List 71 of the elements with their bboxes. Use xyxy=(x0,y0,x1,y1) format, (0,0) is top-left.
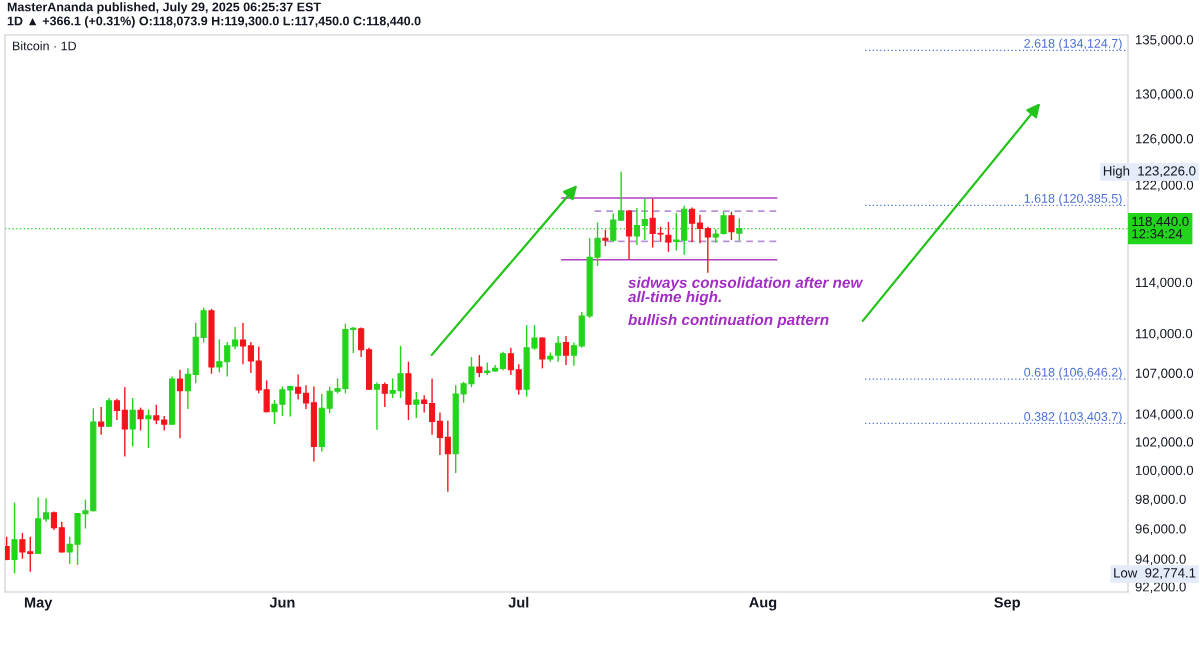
candlestick xyxy=(570,341,577,367)
candlestick xyxy=(11,501,18,574)
candlestick xyxy=(688,206,696,243)
candlestick xyxy=(610,212,617,243)
ref-line-label: 0.382 (103,403.7) xyxy=(1024,411,1122,424)
y-tick-label: 98,000.0 xyxy=(1135,494,1186,506)
candlestick xyxy=(98,406,105,436)
candlestick xyxy=(137,406,144,432)
candlestick xyxy=(436,411,444,456)
candlestick xyxy=(539,336,546,370)
y-tick-label: 92,200.0 xyxy=(1135,582,1186,594)
y-tick-label: 107,000.0 xyxy=(1135,368,1194,380)
candlestick xyxy=(358,326,365,358)
candlestick xyxy=(728,211,735,241)
annotation: sidways consolidation after new all-time high. xyxy=(628,276,864,306)
ref-line-label: 2.618 (134,124.7) xyxy=(1024,38,1122,51)
candlestick xyxy=(444,420,451,493)
candlestick xyxy=(736,217,743,242)
y-tick-label: 135,000.0 xyxy=(1135,35,1194,47)
x-tick-label: Sep xyxy=(994,597,1020,611)
x-tick-label: Jul xyxy=(508,596,529,608)
candlestick xyxy=(295,373,302,401)
candlestick xyxy=(507,347,514,376)
x-tick-label: May xyxy=(24,597,53,611)
candlestick xyxy=(184,367,191,410)
candlestick xyxy=(428,377,436,436)
candlestick xyxy=(239,322,247,366)
ref-line-label: 1.618 (120,385.5) xyxy=(1024,193,1122,206)
candlestick xyxy=(562,335,570,366)
annotation: Bitcoin · 1D xyxy=(13,41,77,51)
candlestick xyxy=(618,171,625,222)
y-tick-label: 100,000.0 xyxy=(1135,465,1194,477)
y-tick-label: 126,000.0 xyxy=(1135,134,1194,146)
candlestick xyxy=(696,213,704,244)
y-tick-label: 114,000.0 xyxy=(1135,277,1193,289)
chart-subtitle: 1D ▲ +366.1 (+0.31%) O:118,073.9 H:119,300.0 L:117,450.0 C:118,440.0 xyxy=(7,16,421,28)
ref-line-label: 118,440.0 12:34:24 xyxy=(1132,216,1189,239)
candlestick xyxy=(373,381,381,431)
y-tick-label: 96,000.0 xyxy=(1135,524,1186,536)
candlestick xyxy=(499,351,507,372)
candlestick xyxy=(515,363,522,396)
candlestick xyxy=(381,381,388,408)
candlestick xyxy=(247,341,254,374)
candlestick xyxy=(633,207,640,246)
y-tick-label: 102,000.0 xyxy=(1135,437,1194,449)
chart-title: MasterAnanda published, July 29, 2025 06:25:37 EST xyxy=(7,2,321,14)
candlestick xyxy=(555,335,562,363)
candlestick xyxy=(121,386,128,458)
annotation: bullish continuation pattern xyxy=(628,313,829,329)
candlestick xyxy=(145,408,152,449)
candlestick xyxy=(476,354,483,378)
candlestick xyxy=(113,398,121,421)
y-tick-label: 122,000.0 xyxy=(1135,180,1194,192)
annotation: High 123,226.0 xyxy=(1103,165,1196,179)
candlestick xyxy=(413,391,420,419)
candlestick xyxy=(704,226,711,274)
candlestick xyxy=(50,510,57,531)
annotation: Low 92,774.1 xyxy=(1114,568,1196,580)
x-tick-label: Aug xyxy=(749,597,777,611)
y-tick-label: 104,000.0 xyxy=(1135,409,1194,421)
x-tick-label: Jun xyxy=(269,597,295,608)
y-tick-label: 94,000.0 xyxy=(1135,554,1186,566)
candlestick xyxy=(176,369,184,439)
candlestick xyxy=(665,221,672,253)
candlestick xyxy=(42,497,50,523)
ref-line-label: 0.618 (106,646.2) xyxy=(1024,367,1122,380)
y-tick-label: 130,000.0 xyxy=(1135,89,1194,101)
candlestick xyxy=(232,326,239,350)
candlestick xyxy=(302,384,310,410)
candlestick xyxy=(129,397,136,448)
y-tick-label: 110,000.0 xyxy=(1135,328,1193,340)
